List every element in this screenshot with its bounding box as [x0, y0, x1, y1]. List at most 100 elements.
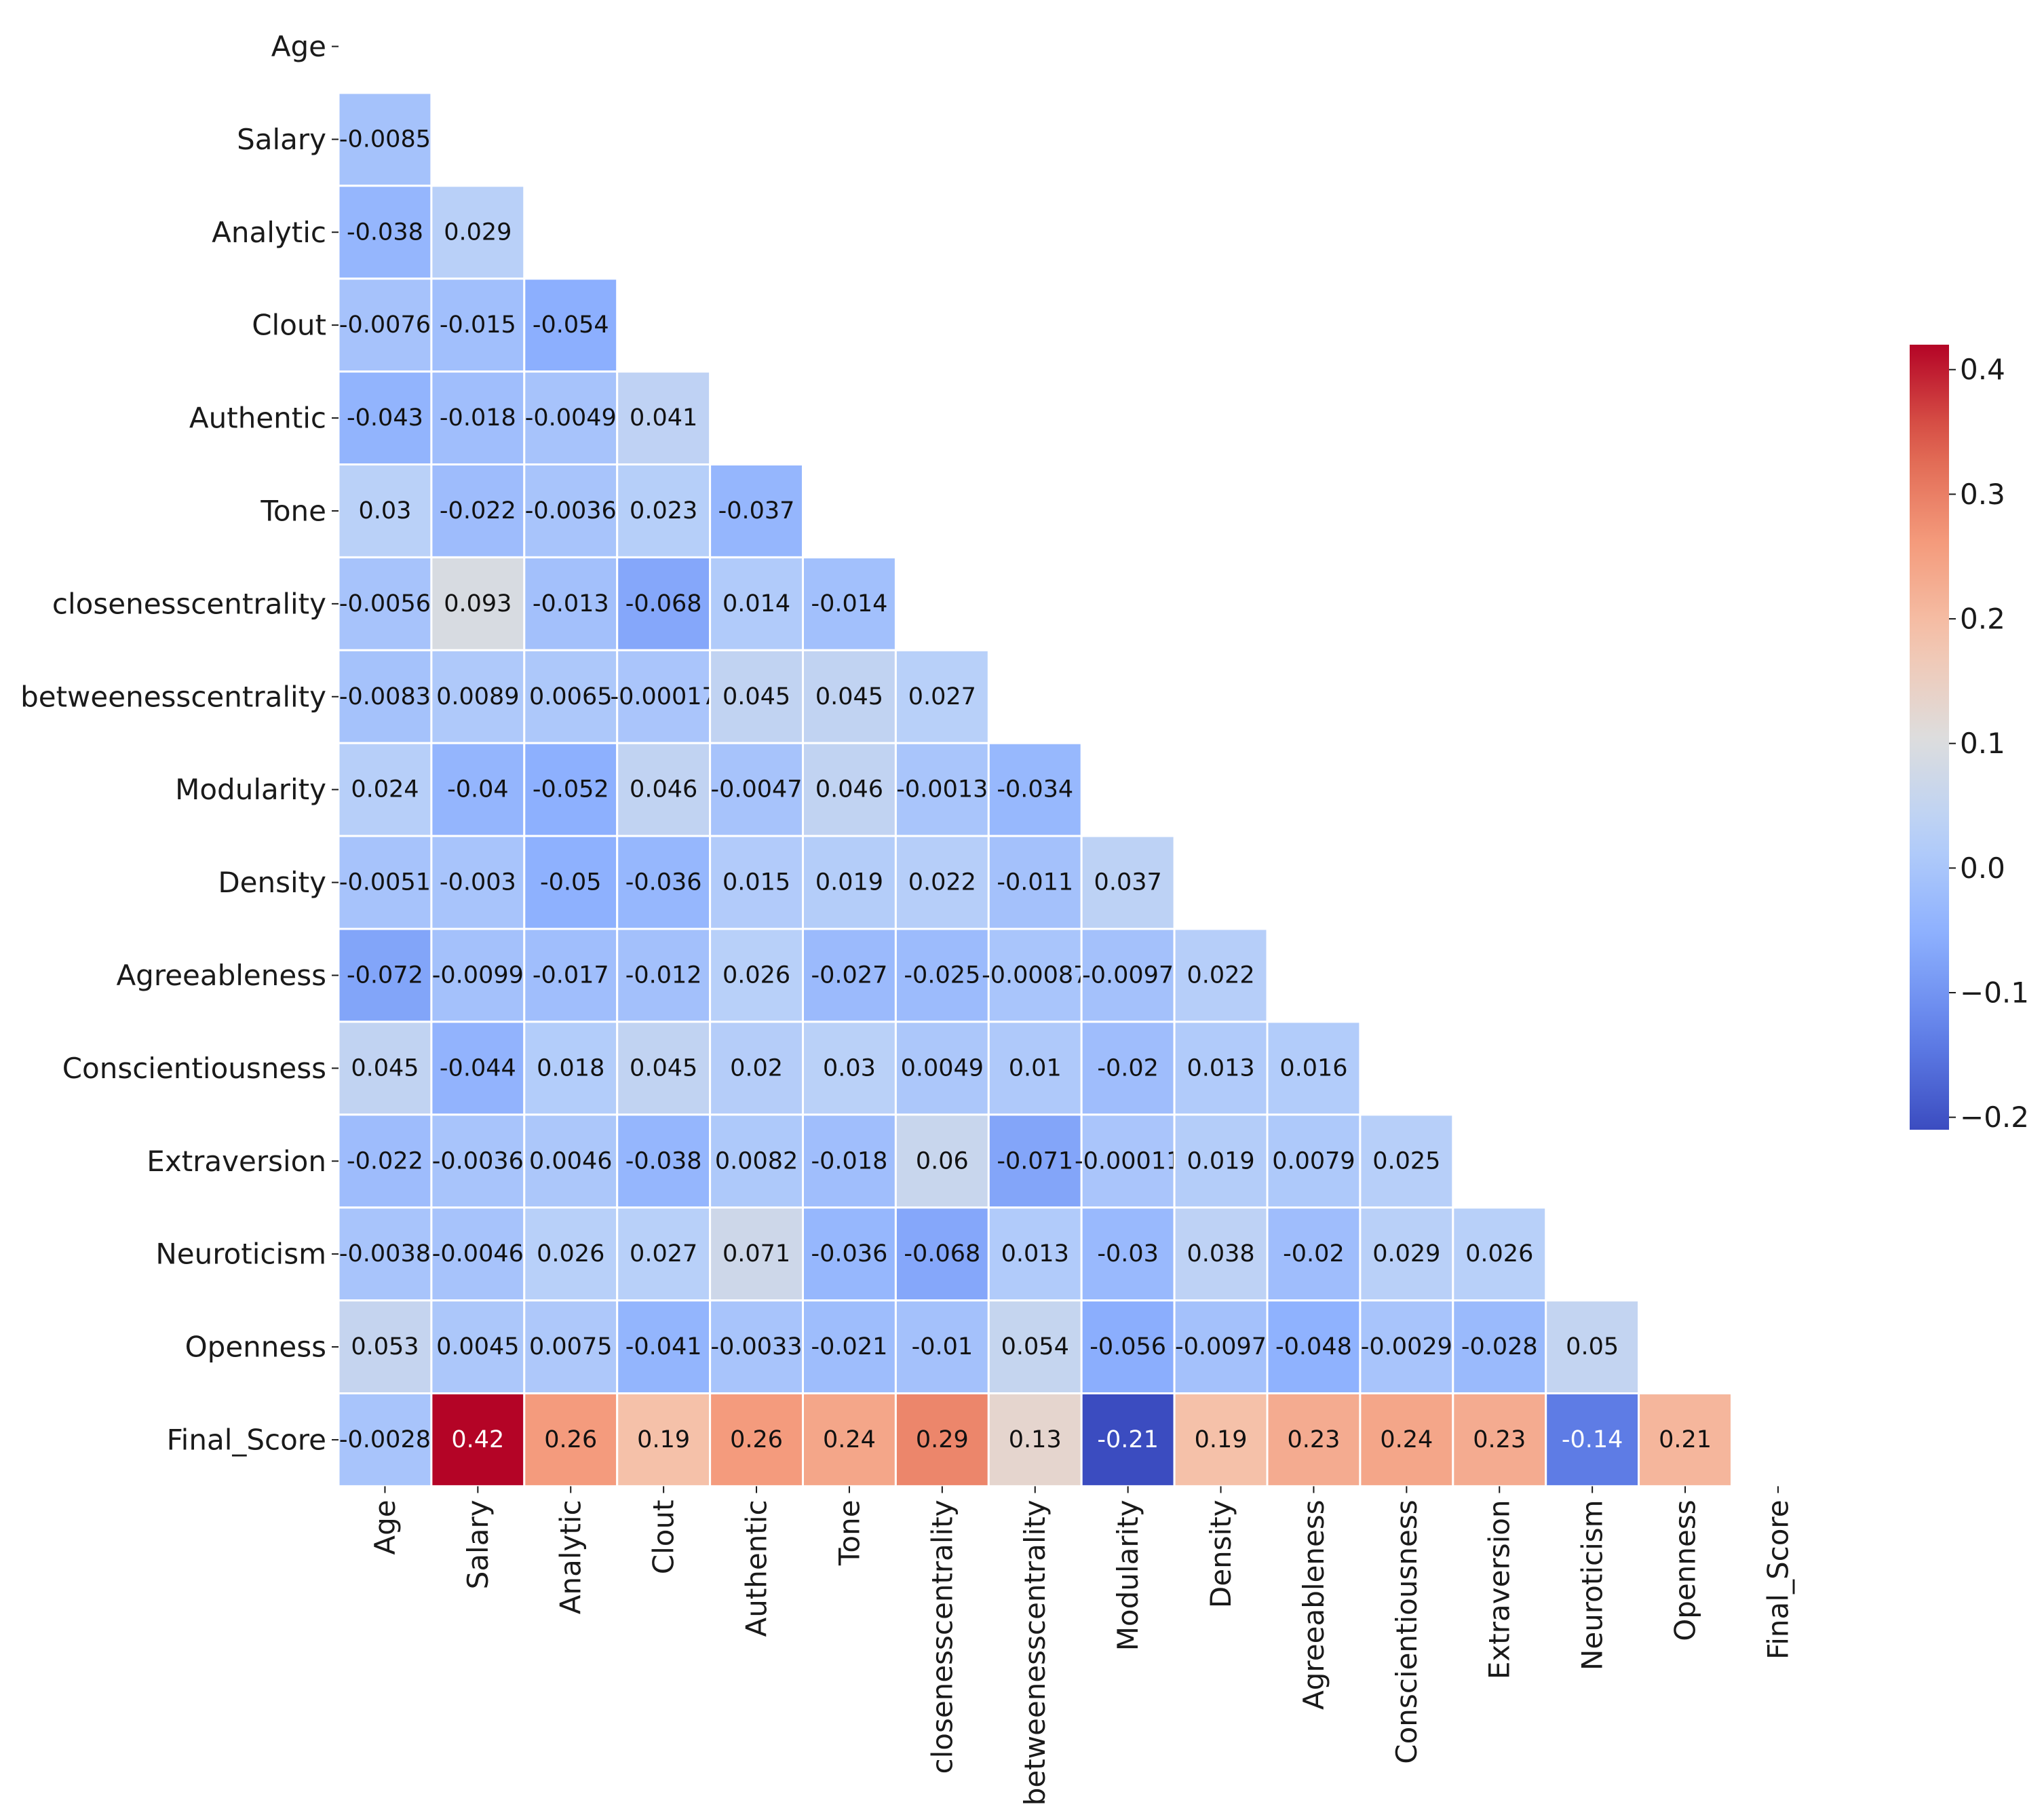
cell-label-agreeableness-clout: -0.012: [625, 961, 702, 989]
x-tick-label-conscientiousness: Conscientiousness: [1390, 1500, 1423, 1763]
cell-label-openness-analytic: 0.0075: [529, 1333, 612, 1360]
cell-label-final-score-agreeableness: 0.23: [1287, 1426, 1340, 1453]
cell-label-analytic-age: -0.038: [347, 218, 423, 246]
cell-neuroticism-density: [1173, 1206, 1269, 1302]
y-tick-label-agreeableness: Agreeableness: [116, 959, 326, 992]
cell-label-final-score-clout: 0.19: [637, 1426, 690, 1453]
cell-label-density-analytic: -0.05: [540, 869, 602, 896]
cell-label-modularity-tone: 0.046: [815, 776, 883, 803]
y-tick-label-age: Age: [271, 30, 326, 63]
cell-tone-salary: [430, 463, 526, 558]
cell-extraversion-analytic: [523, 1113, 619, 1209]
cell-label-betweenesscentrality-authentic: 0.045: [722, 683, 790, 710]
x-tick-label-clout: Clout: [647, 1500, 680, 1574]
cell-betweenesscentrality-age: [337, 649, 433, 744]
cell-label-extraversion-salary: -0.0036: [432, 1147, 524, 1175]
cell-agreeableness-salary: [430, 928, 526, 1023]
cell-label-closenesscentrality-age: -0.0056: [339, 590, 431, 617]
y-tick-label-betweenesscentrality: betweenesscentrality: [20, 680, 326, 713]
cell-label-openness-authentic: -0.0033: [710, 1333, 802, 1360]
cell-label-tone-age: 0.03: [358, 497, 411, 524]
cell-label-clout-age: -0.0076: [339, 311, 431, 339]
cell-label-openness-salary: 0.0045: [436, 1333, 519, 1360]
cell-neuroticism-authentic: [709, 1206, 804, 1302]
cell-final-score-betweenesscentrality: [987, 1392, 1083, 1487]
cell-label-betweenesscentrality-age: -0.0083: [339, 683, 431, 710]
cell-conscientiousness-agreeableness: [1266, 1020, 1362, 1116]
cell-label-density-betweenesscentrality: -0.011: [997, 869, 1073, 896]
cell-openness-neuroticism: [1545, 1299, 1640, 1394]
cell-openness-clout: [616, 1299, 712, 1394]
cell-label-modularity-closenesscentrality: -0.0013: [896, 776, 988, 803]
cell-label-extraversion-conscientiousness: 0.025: [1372, 1147, 1440, 1175]
cell-agreeableness-density: [1173, 928, 1269, 1023]
cell-density-clout: [616, 835, 712, 930]
cell-label-openness-extraversion: -0.028: [1461, 1333, 1538, 1360]
colorbar: 0.4 0.3 0.2 0.1 0.0 −0.1 −0.2: [1910, 345, 2029, 1134]
cell-label-final-score-closenesscentrality: 0.29: [916, 1426, 969, 1453]
cell-authentic-clout: [616, 370, 712, 465]
cell-density-analytic: [523, 835, 619, 930]
cell-openness-closenesscentrality: [894, 1299, 990, 1394]
cell-final-score-agreeableness: [1266, 1392, 1362, 1487]
colorbar-tick-label-4: 0.0: [1960, 852, 2005, 885]
x-tick-label-modularity: Modularity: [1111, 1500, 1144, 1651]
cell-conscientiousness-modularity: [1080, 1020, 1176, 1116]
cell-label-agreeableness-betweenesscentrality: -0.00087: [982, 961, 1088, 989]
cell-extraversion-density: [1173, 1113, 1269, 1209]
cell-label-extraversion-density: 0.019: [1187, 1147, 1254, 1175]
colorbar-tick-label-3: 0.1: [1960, 727, 2005, 760]
cell-final-score-closenesscentrality: [894, 1392, 990, 1487]
cell-clout-analytic: [523, 278, 619, 373]
cell-label-final-score-tone: 0.24: [823, 1426, 876, 1453]
cell-conscientiousness-clout: [616, 1020, 712, 1116]
cell-agreeableness-modularity: [1080, 928, 1176, 1023]
cell-label-conscientiousness-analytic: 0.018: [537, 1054, 604, 1082]
cell-label-modularity-analytic: -0.052: [533, 776, 609, 803]
colorbar-tick-label-2: 0.2: [1960, 603, 2005, 636]
x-tick-label-density: Density: [1204, 1500, 1237, 1608]
y-tick-label-openness: Openness: [185, 1331, 326, 1364]
y-tick-label-modularity: Modularity: [175, 773, 326, 806]
x-tick-labels: Age Salary Analytic Clout Authentic Tone close…: [368, 1486, 1794, 1806]
colorbar-tick-label-0: 0.4: [1960, 353, 2005, 386]
cell-label-agreeableness-density: 0.022: [1187, 961, 1254, 989]
cell-label-agreeableness-analytic: -0.017: [533, 961, 609, 989]
cell-extraversion-closenesscentrality: [894, 1113, 990, 1209]
cell-agreeableness-clout: [616, 928, 712, 1023]
y-tick-label-tone: Tone: [260, 494, 326, 527]
x-tick-label-salary: Salary: [461, 1500, 495, 1589]
cell-label-conscientiousness-density: 0.013: [1187, 1054, 1254, 1082]
cell-label-final-score-extraversion: 0.23: [1473, 1426, 1526, 1453]
cell-label-analytic-salary: 0.029: [444, 218, 512, 246]
cell-label-betweenesscentrality-clout: -0.00017: [610, 683, 716, 710]
cell-authentic-salary: [430, 370, 526, 465]
cell-neuroticism-modularity: [1080, 1206, 1176, 1302]
cell-label-openness-conscientiousness: -0.0029: [1361, 1333, 1452, 1360]
cell-neuroticism-clout: [616, 1206, 712, 1302]
cell-betweenesscentrality-closenesscentrality: [894, 649, 990, 744]
cell-label-final-score-modularity: -0.21: [1097, 1426, 1159, 1453]
x-tick-label-extraversion: Extraversion: [1483, 1500, 1516, 1679]
cell-label-agreeableness-authentic: 0.026: [722, 961, 790, 989]
cell-density-closenesscentrality: [894, 835, 990, 930]
cell-final-score-density: [1173, 1392, 1269, 1487]
cell-label-density-age: -0.0051: [339, 869, 431, 896]
cell-label-conscientiousness-closenesscentrality: 0.0049: [901, 1054, 984, 1082]
cell-modularity-analytic: [523, 742, 619, 837]
cell-label-modularity-betweenesscentrality: -0.034: [997, 776, 1073, 803]
heatmap-cells: -0.0085 -0.038 0.029 -0.0076 -0.015 -0.054 -0.…: [337, 92, 1733, 1487]
cell-agreeableness-analytic: [523, 928, 619, 1023]
cell-label-neuroticism-authentic: 0.071: [722, 1240, 790, 1267]
cell-label-extraversion-analytic: 0.0046: [529, 1147, 612, 1175]
cell-neuroticism-analytic: [523, 1206, 619, 1302]
cell-label-conscientiousness-age: 0.045: [351, 1054, 419, 1082]
cell-closenesscentrality-authentic: [709, 556, 804, 651]
y-tick-label-density: Density: [218, 866, 326, 899]
cell-conscientiousness-tone: [802, 1020, 897, 1116]
cell-label-agreeableness-closenesscentrality: -0.025: [904, 961, 980, 989]
cell-label-density-salary: -0.003: [440, 869, 516, 896]
cell-label-extraversion-age: -0.022: [347, 1147, 423, 1175]
cell-label-final-score-neuroticism: -0.14: [1562, 1426, 1623, 1453]
